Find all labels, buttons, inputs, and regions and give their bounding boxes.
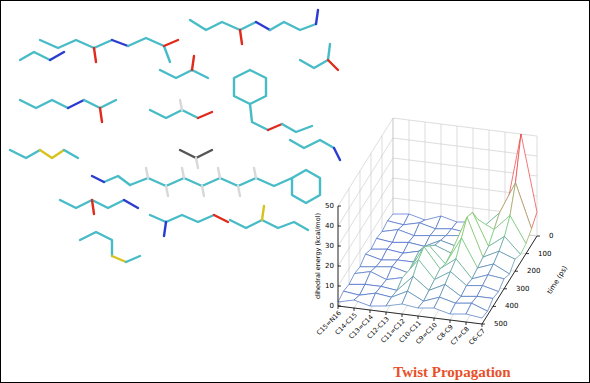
svg-text:dihedral energy (kcal/mol): dihedral energy (kcal/mol) [314, 213, 322, 299]
svg-text:200: 200 [527, 267, 540, 275]
svg-text:40: 40 [325, 222, 334, 230]
svg-text:C8-C9: C8-C9 [435, 323, 455, 343]
svg-text:300: 300 [516, 285, 529, 293]
svg-text:C6-C7: C6-C7 [467, 327, 487, 347]
svg-text:Twist Propagation: Twist Propagation [393, 364, 511, 380]
svg-text:20: 20 [325, 262, 334, 270]
svg-text:C14-C15: C14-C15 [333, 311, 359, 337]
svg-text:C7=C8: C7=C8 [449, 325, 471, 347]
svg-text:C11=C12: C11=C12 [379, 317, 407, 345]
svg-text:100: 100 [538, 250, 551, 258]
svg-text:C10-C11: C10-C11 [397, 319, 423, 345]
svg-text:50: 50 [325, 202, 334, 210]
svg-text:C13=C14: C13=C14 [347, 313, 375, 341]
svg-text:0: 0 [330, 302, 334, 310]
svg-text:0: 0 [549, 232, 553, 240]
svg-text:C9=C10: C9=C10 [414, 321, 439, 346]
svg-text:C12-C13: C12-C13 [365, 315, 391, 341]
svg-text:500: 500 [494, 320, 507, 328]
svg-text:10: 10 [325, 282, 334, 290]
svg-text:C15=N16: C15=N16 [315, 309, 343, 337]
svg-text:400: 400 [505, 302, 518, 310]
svg-text:30: 30 [325, 242, 334, 250]
svg-text:time (ps): time (ps) [546, 264, 570, 295]
